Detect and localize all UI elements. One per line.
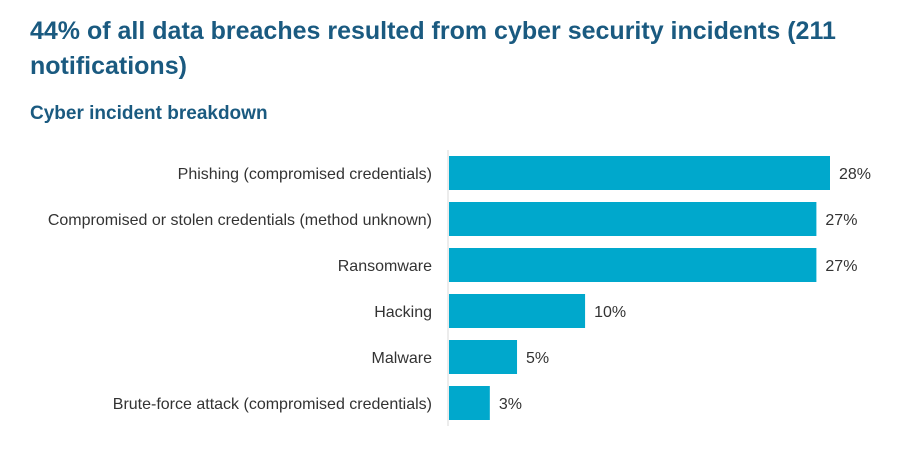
category-label: Compromised or stolen credentials (metho… xyxy=(48,212,432,229)
bars xyxy=(449,156,830,420)
value-label: 5% xyxy=(526,350,549,367)
value-label: 28% xyxy=(839,166,871,183)
chart-title: 44% of all data breaches resulted from c… xyxy=(30,17,836,80)
category-label: Ransomware xyxy=(338,258,432,275)
bar xyxy=(449,386,490,420)
bar xyxy=(449,248,817,282)
category-label: Hacking xyxy=(374,304,432,321)
value-label: 10% xyxy=(594,304,626,321)
chart-subtitle: Cyber incident breakdown xyxy=(30,103,268,124)
category-label: Brute-force attack (compromised credenti… xyxy=(113,396,432,413)
value-label: 27% xyxy=(825,212,857,229)
value-label: 3% xyxy=(499,396,522,413)
value-labels: 28% 27% 27% 10% 5% 3% xyxy=(499,166,871,413)
category-labels: Phishing (compromised credentials) Compro… xyxy=(48,166,432,413)
bar xyxy=(449,202,817,236)
value-label: 27% xyxy=(825,258,857,275)
bar xyxy=(449,340,518,374)
category-label: Malware xyxy=(372,350,433,367)
bar xyxy=(449,156,830,190)
category-label: Phishing (compromised credentials) xyxy=(178,166,432,183)
bar xyxy=(449,294,586,328)
